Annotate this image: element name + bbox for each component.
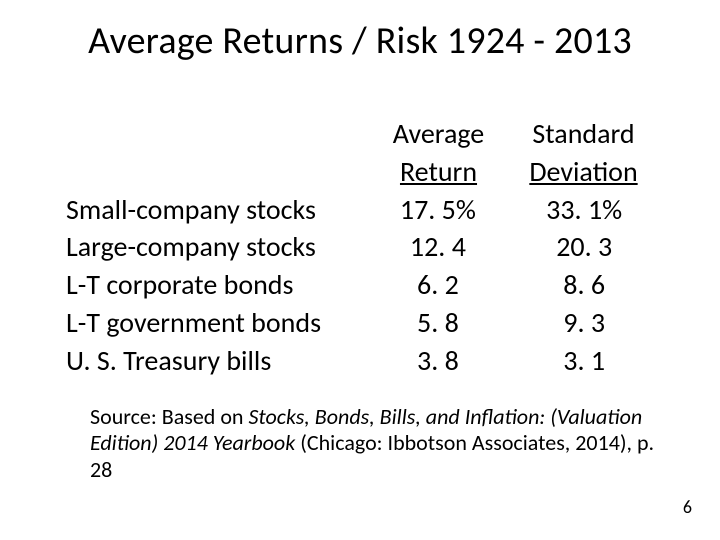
header-text-underlined: Deviation	[511, 153, 656, 191]
returns-table: Average Return Standard Deviation Small-…	[66, 115, 666, 380]
header-text: Average	[393, 116, 484, 151]
header-col-stddev: Standard Deviation	[511, 115, 656, 191]
table-header: Average Return Standard Deviation	[66, 115, 666, 191]
header-text-underlined: Return	[366, 153, 511, 191]
row-avg: 17. 5%	[373, 191, 502, 229]
source-citation: Source: Based on Stocks, Bonds, Bills, a…	[90, 404, 660, 483]
row-label: L-T government bonds	[66, 304, 373, 342]
row-label: Small-company stocks	[66, 191, 373, 229]
row-std: 3. 1	[502, 342, 666, 380]
row-avg: 6. 2	[373, 266, 502, 304]
slide-title: Average Returns / Risk 1924 - 2013	[0, 18, 720, 64]
row-label: Large-company stocks	[66, 228, 373, 266]
row-avg: 5. 8	[373, 304, 502, 342]
row-label: L-T corporate bonds	[66, 266, 373, 304]
row-std: 33. 1%	[502, 191, 666, 229]
table-row: L-T corporate bonds 6. 2 8. 6	[66, 266, 666, 304]
header-col-average: Average Return	[366, 115, 511, 191]
table-row: Small-company stocks 17. 5% 33. 1%	[66, 191, 666, 229]
table-row: U. S. Treasury bills 3. 8 3. 1	[66, 342, 666, 380]
row-std: 9. 3	[502, 304, 666, 342]
row-label: U. S. Treasury bills	[66, 342, 373, 380]
source-prefix: Source: Based on	[90, 403, 248, 430]
header-spacer	[66, 115, 366, 191]
table-row: Large-company stocks 12. 4 20. 3	[66, 228, 666, 266]
row-std: 8. 6	[502, 266, 666, 304]
row-std: 20. 3	[502, 228, 666, 266]
header-text: Standard	[532, 116, 634, 151]
slide: Average Returns / Risk 1924 - 2013 Avera…	[0, 0, 720, 540]
row-avg: 12. 4	[373, 228, 502, 266]
page-number: 6	[683, 496, 692, 518]
table-row: L-T government bonds 5. 8 9. 3	[66, 304, 666, 342]
row-avg: 3. 8	[373, 342, 502, 380]
